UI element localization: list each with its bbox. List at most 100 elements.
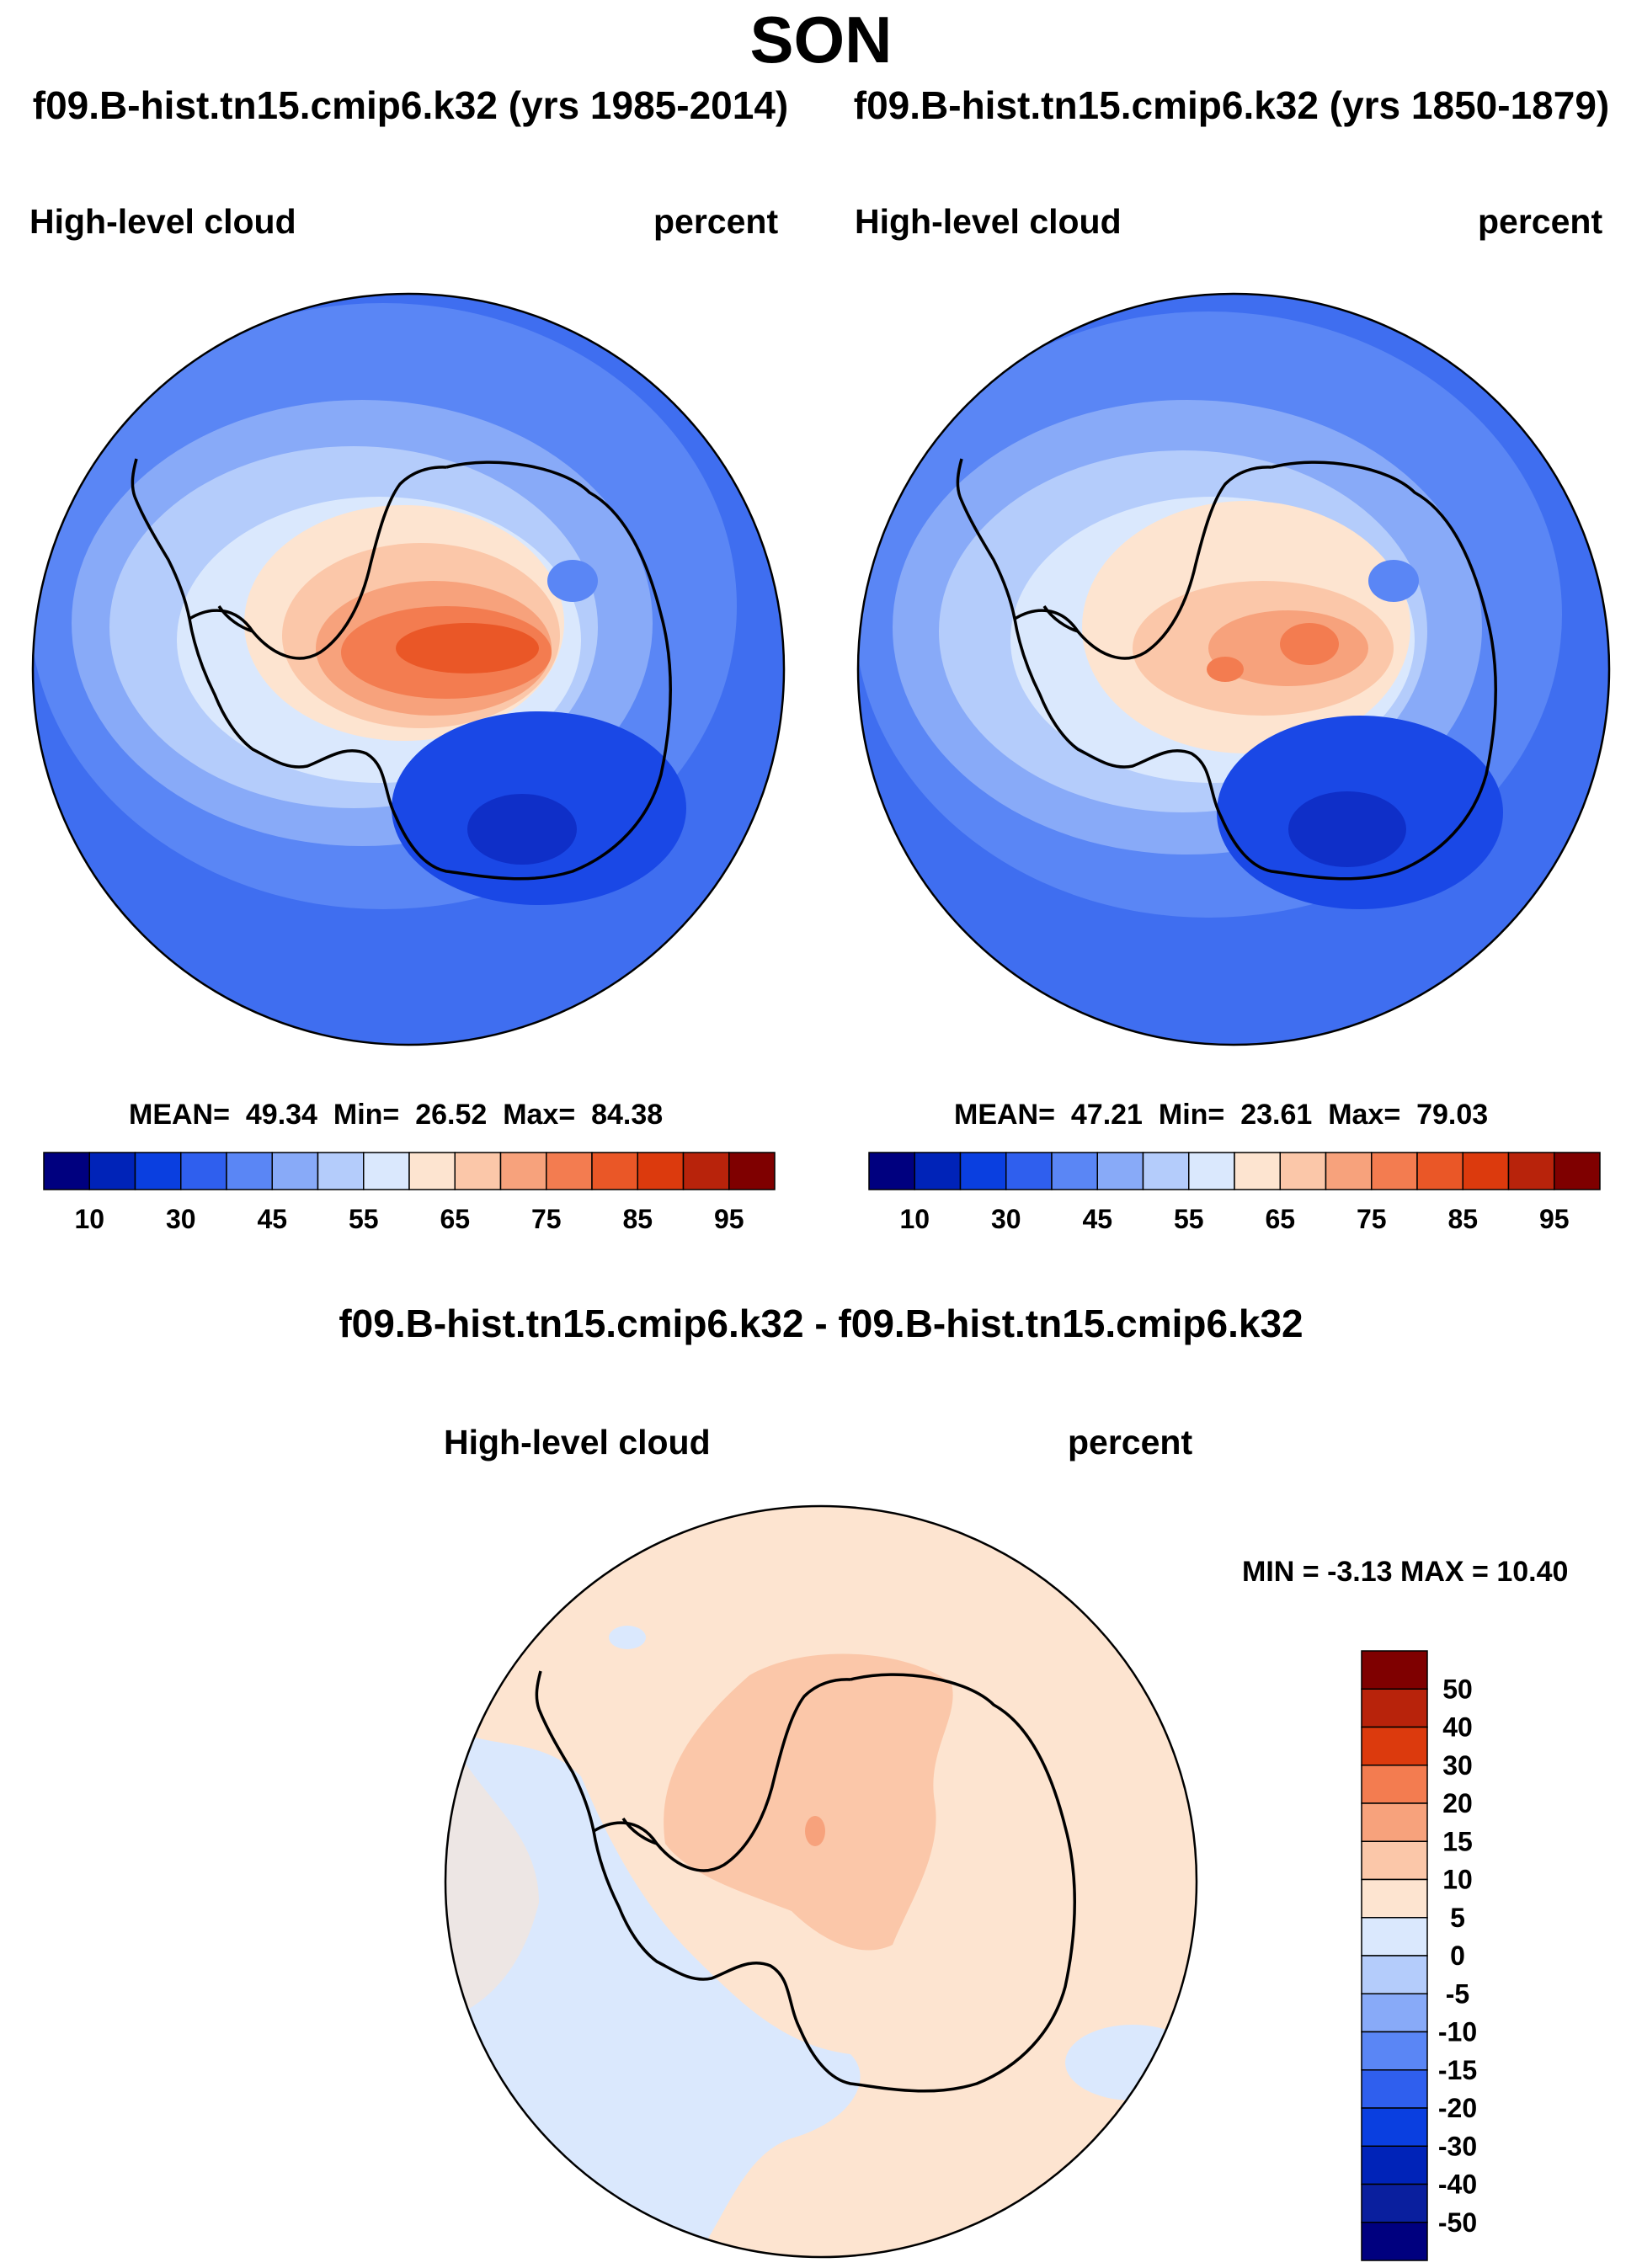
panel1-colorbar-tick-label: 10 xyxy=(74,1204,104,1234)
panel2-colorbar-box xyxy=(1554,1152,1601,1190)
diff-colorbar-tick-label: 5 xyxy=(1450,1903,1465,1933)
diff-max-value: 10.40 xyxy=(1496,1556,1569,1588)
panel2-colorbar-box xyxy=(1051,1152,1098,1190)
panel2-mean-label: MEAN= xyxy=(954,1099,1055,1131)
diff-colorbar-tick-label: 50 xyxy=(1442,1674,1473,1704)
panel1-stats: MEAN= 49.34 Min= 26.52 Max= 84.38 xyxy=(129,1099,663,1131)
diff-colorbar-tick-label: 15 xyxy=(1442,1826,1473,1856)
panel2-colorbar-box xyxy=(959,1152,1007,1190)
panel1-colorbar-box xyxy=(728,1152,776,1190)
panel2-stats: MEAN= 47.21 Min= 23.61 Max= 79.03 xyxy=(954,1099,1488,1131)
panel1-colorbar-box xyxy=(43,1152,90,1190)
panel1-colorbar-box xyxy=(180,1152,227,1190)
panel2-colorbar-tick-label: 65 xyxy=(1265,1204,1295,1234)
panel1-colorbar-tick-label: 65 xyxy=(440,1204,470,1234)
panel2-colorbar: 10 30 45 55 65 75 85 95 xyxy=(868,1152,1601,1234)
diff-units-label: percent xyxy=(1068,1423,1193,1461)
diff-colorbar-tick-label: -5 xyxy=(1446,1978,1469,2009)
diff-colorbar-tick-label: 40 xyxy=(1442,1712,1473,1743)
diff-colorbar-box xyxy=(1361,1650,1428,1690)
panel2-min-label: Min= xyxy=(1158,1099,1225,1131)
diff-colorbar-tick-label: -30 xyxy=(1438,2131,1477,2161)
panel1-colorbar-box xyxy=(591,1152,638,1190)
panel2-units-label: percent xyxy=(1478,202,1603,241)
diff-colorbar-box xyxy=(1361,1993,1428,2033)
diff-colorbar-box xyxy=(1361,1765,1428,1804)
panel1-min-value: 26.52 xyxy=(415,1099,488,1131)
diff-colorbar-box xyxy=(1361,1688,1428,1728)
diff-colorbar-box xyxy=(1361,2145,1428,2185)
diff-colorbar-box xyxy=(1361,1726,1428,1766)
panel1-colorbar-box xyxy=(454,1152,502,1190)
diff-colorbar-tick-label: 10 xyxy=(1442,1865,1473,1895)
diff-colorbar-tick-label: -40 xyxy=(1438,2170,1477,2200)
diff-colorbar-box xyxy=(1361,1802,1428,1842)
panel1-colorbar-box xyxy=(499,1152,547,1190)
panel2-max-value: 79.03 xyxy=(1416,1099,1489,1131)
panel1-colorbar-tick-label: 85 xyxy=(622,1204,653,1234)
panel1-colorbar-box xyxy=(637,1152,685,1190)
panel2-colorbar-box xyxy=(1325,1152,1373,1190)
difference-title: f09.B-hist.tn15.cmip6.k32 - f09.B-hist.t… xyxy=(339,1302,1303,1345)
difference-map xyxy=(444,1504,1198,2259)
diff-variable-label: High-level cloud xyxy=(444,1423,711,1461)
panel2-colorbar-box xyxy=(1142,1152,1190,1190)
diff-colorbar-box xyxy=(1361,2069,1428,2109)
panel1-min-label: Min= xyxy=(333,1099,400,1131)
panel2-colorbar-box xyxy=(868,1152,915,1190)
panel1-colorbar-tick-label: 45 xyxy=(257,1204,287,1234)
panel1-colorbar-tick-label: 55 xyxy=(349,1204,379,1234)
diff-colorbar-box xyxy=(1361,1840,1428,1881)
diff-colorbar-box xyxy=(1361,2183,1428,2223)
panel1-max-value: 84.38 xyxy=(591,1099,664,1131)
diff-colorbar-tick-label: 30 xyxy=(1442,1750,1473,1781)
panel2-colorbar-tick-label: 45 xyxy=(1082,1204,1112,1234)
panel1-colorbar-box xyxy=(682,1152,730,1190)
panel1-max-label: Max= xyxy=(503,1099,576,1131)
panel2-mean-value: 47.21 xyxy=(1070,1099,1143,1131)
panel1-colorbar-box xyxy=(408,1152,456,1190)
diff-colorbar-box xyxy=(1361,2107,1428,2147)
panel1-colorbar: 10 30 45 55 65 75 85 95 xyxy=(43,1152,776,1234)
panel2-colorbar-box xyxy=(914,1152,962,1190)
diff-colorbar-tick-label: -20 xyxy=(1438,2093,1477,2123)
diff-max-label: MAX = xyxy=(1400,1556,1489,1588)
diff-min-label: MIN = xyxy=(1242,1556,1319,1588)
diff-colorbar-box xyxy=(1361,1955,1428,1994)
panel2-colorbar-tick-label: 75 xyxy=(1357,1204,1387,1234)
diff-colorbar-box xyxy=(1361,2222,1428,2261)
panel1-colorbar-tick-label: 30 xyxy=(166,1204,196,1234)
panel1-map xyxy=(31,292,786,1046)
panel2-colorbar-box xyxy=(1188,1152,1235,1190)
panel1-case-title: f09.B-hist.tn15.cmip6.k32 (yrs 1985-2014… xyxy=(32,83,789,127)
panel2-colorbar-box xyxy=(1416,1152,1463,1190)
diff-colorbar-tick-label: -15 xyxy=(1438,2055,1477,2085)
panel1-colorbar-box xyxy=(88,1152,136,1190)
panel2-case-title: f09.B-hist.tn15.cmip6.k32 (yrs 1850-1879… xyxy=(853,83,1610,127)
panel2-colorbar-tick-label: 95 xyxy=(1539,1204,1570,1234)
panel1-colorbar-box xyxy=(317,1152,365,1190)
diff-colorbar-tick-label: -50 xyxy=(1438,2207,1477,2238)
panel1-variable-label: High-level cloud xyxy=(29,202,296,241)
figure-title: SON xyxy=(749,3,893,77)
diff-colorbar-box xyxy=(1361,2031,1428,2071)
panel2-colorbar-box xyxy=(1096,1152,1144,1190)
panel2-colorbar-box xyxy=(1234,1152,1281,1190)
diff-colorbar-box xyxy=(1361,1878,1428,1919)
panel1-colorbar-box xyxy=(363,1152,410,1190)
diff-colorbar-box xyxy=(1361,1917,1428,1957)
panel2-variable-label: High-level cloud xyxy=(855,202,1122,241)
panel2-colorbar-box xyxy=(1371,1152,1418,1190)
panel2-min-value: 23.61 xyxy=(1240,1099,1313,1131)
panel2-colorbar-tick-label: 85 xyxy=(1447,1204,1478,1234)
panel1-colorbar-box xyxy=(546,1152,593,1190)
panel1-colorbar-box xyxy=(134,1152,182,1190)
diff-colorbar-tick-label: -10 xyxy=(1438,2017,1477,2047)
panel1-colorbar-tick-label: 95 xyxy=(714,1204,744,1234)
panel1-colorbar-box xyxy=(226,1152,273,1190)
panel1-mean-value: 49.34 xyxy=(245,1099,317,1131)
panel1-colorbar-tick-label: 75 xyxy=(531,1204,562,1234)
panel2-colorbar-tick-label: 30 xyxy=(991,1204,1021,1234)
panel2-colorbar-tick-label: 10 xyxy=(899,1204,930,1234)
